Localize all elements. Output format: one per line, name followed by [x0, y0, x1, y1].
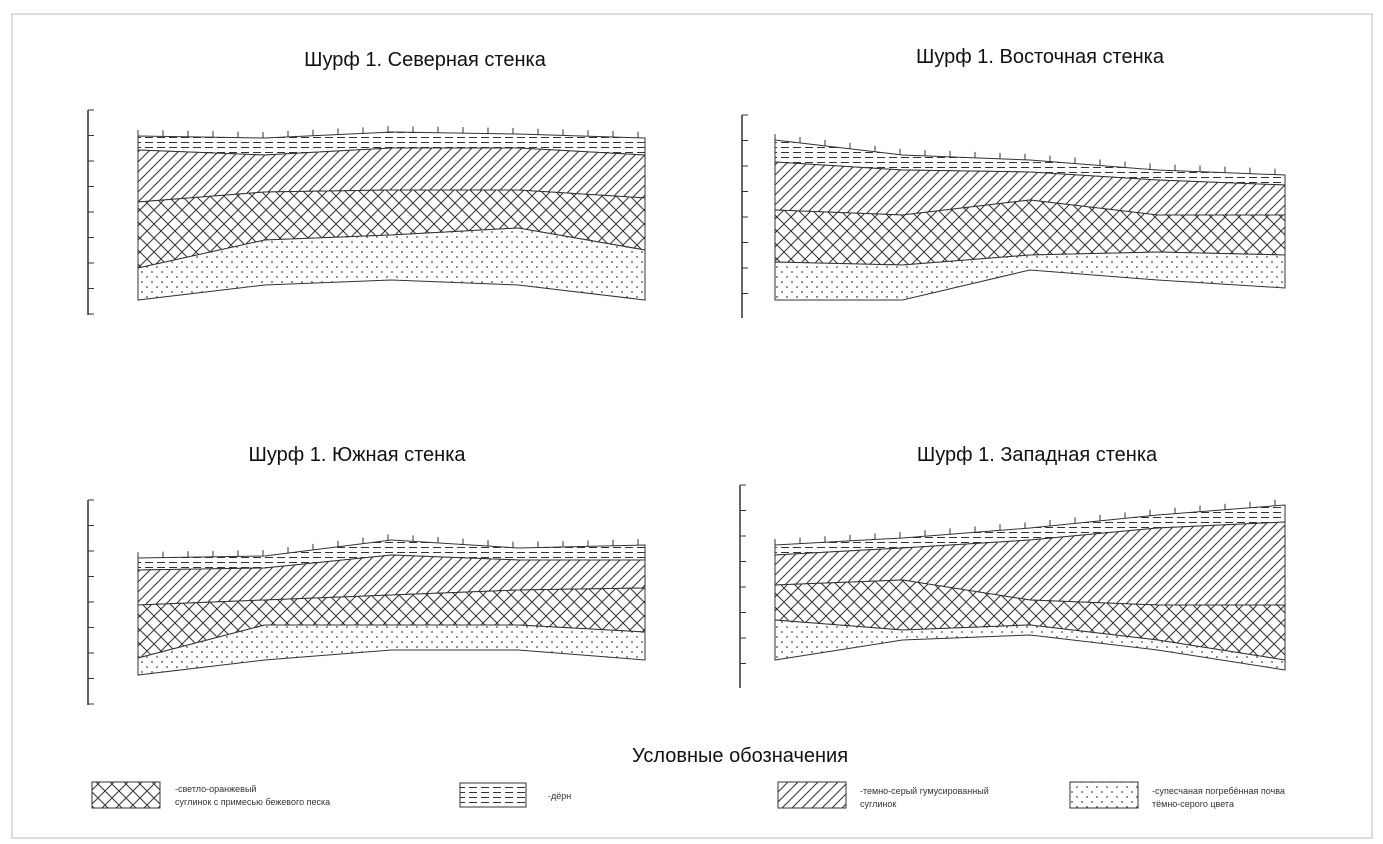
panel-title: Шурф 1. Восточная стенка [916, 46, 1165, 68]
legend-text: тёмно-серого цвета [1152, 799, 1234, 809]
legend-text: -супесчаная погребённая почва [1152, 786, 1285, 796]
legend-text: суглинок с примесью бежевого песка [175, 797, 330, 807]
legend-swatch [91, 781, 161, 809]
panel-title: Шурф 1. Западная стенка [917, 444, 1158, 466]
legend-text: -темно-серый гумусированный [860, 786, 989, 796]
legend-swatch [777, 781, 847, 809]
panel-title: Шурф 1. Южная стенка [248, 444, 466, 466]
legend-text: -светло-оранжевый [175, 784, 256, 794]
legend-text: суглинок [860, 799, 896, 809]
frame [11, 13, 1373, 839]
legend-text: -дёрн [548, 791, 571, 801]
legend-swatch [1069, 781, 1139, 809]
panels [87, 109, 1286, 705]
legend-title: Условные обозначения [632, 745, 848, 767]
legend-swatch [459, 782, 527, 808]
panel-title: Шурф 1. Северная стенка [304, 49, 547, 71]
